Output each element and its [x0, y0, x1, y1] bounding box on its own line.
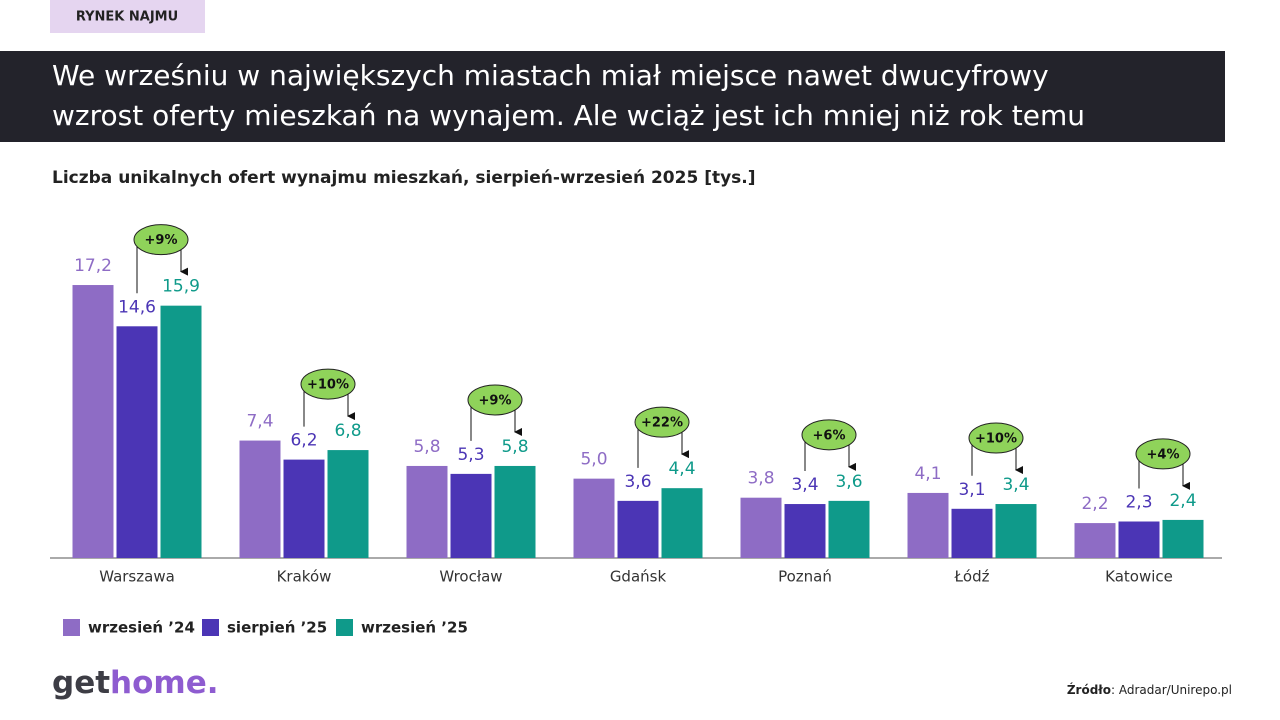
value-label: 3,8 — [747, 469, 774, 489]
tag: RYNEK NAJMU — [76, 10, 178, 25]
change-label: +4% — [1147, 447, 1180, 462]
bar — [239, 440, 281, 558]
change-bubble — [634, 406, 690, 438]
value-label: 5,8 — [501, 437, 528, 457]
bar — [283, 459, 325, 558]
change-bubble — [133, 224, 189, 256]
legend-label: sierpień ’25 — [227, 619, 327, 637]
value-label: 3,6 — [624, 472, 651, 492]
legend-swatch — [336, 619, 353, 636]
value-label: 7,4 — [246, 412, 273, 432]
change-label: +9% — [145, 233, 178, 248]
logo: gethome. — [52, 665, 219, 701]
value-label: 2,4 — [1169, 491, 1196, 511]
legend-label: wrzesień ’25 — [361, 619, 468, 637]
source-text: : Adradar/Unirepo.pl — [1111, 683, 1232, 697]
value-label: 5,3 — [457, 445, 484, 465]
change-label: +9% — [479, 393, 512, 408]
bar — [784, 504, 826, 558]
bar — [72, 285, 114, 558]
value-label: 3,1 — [958, 480, 985, 500]
x-tick-label: Poznań — [778, 568, 832, 586]
x-tick-label: Wrocław — [439, 568, 502, 586]
legend-swatch — [63, 619, 80, 636]
change-label: +10% — [307, 378, 349, 393]
value-label: 14,6 — [118, 297, 156, 317]
change-label: +22% — [641, 416, 683, 431]
x-tick-label: Warszawa — [99, 568, 175, 586]
change-bubble — [801, 419, 857, 451]
bar — [661, 488, 703, 558]
bar — [327, 450, 369, 558]
value-label: 15,9 — [162, 277, 200, 297]
bar — [907, 492, 949, 558]
value-label: 2,3 — [1125, 492, 1152, 512]
subtitle: Liczba unikalnych ofert wynajmu mieszkań… — [52, 168, 756, 188]
legend-swatch — [202, 619, 219, 636]
bar — [450, 473, 492, 558]
bar — [740, 497, 782, 558]
bar — [494, 465, 536, 558]
source: Źródło: Adradar/Unirepo.pl — [1067, 682, 1232, 697]
value-label: 6,2 — [290, 431, 317, 451]
value-label: 3,4 — [791, 475, 818, 495]
logo-part: get — [52, 665, 110, 701]
x-tick-label: Katowice — [1105, 568, 1173, 586]
value-label: 3,6 — [835, 472, 862, 492]
change-label: +6% — [813, 428, 846, 443]
title-line: We wrześniu w największych miastach miał… — [52, 59, 1049, 92]
title-bg — [0, 51, 1225, 142]
value-label: 5,8 — [413, 437, 440, 457]
bar — [1118, 521, 1160, 558]
bar — [951, 508, 993, 558]
bar — [1162, 519, 1204, 558]
bar — [617, 500, 659, 558]
value-label: 17,2 — [74, 256, 112, 276]
bar — [1074, 523, 1116, 558]
change-label: +10% — [975, 432, 1017, 447]
change-bubble — [1135, 438, 1191, 470]
bar — [828, 500, 870, 558]
value-label: 3,4 — [1002, 475, 1029, 495]
logo-part: home. — [110, 665, 218, 701]
x-tick-label: Łódź — [953, 568, 989, 586]
change-bubble — [968, 422, 1024, 454]
bar — [116, 326, 158, 558]
value-label: 2,2 — [1081, 494, 1108, 514]
title-line: wzrost oferty mieszkań na wynajem. Ale w… — [52, 99, 1085, 132]
value-label: 4,1 — [914, 464, 941, 484]
bar — [160, 305, 202, 558]
x-tick-label: Kraków — [277, 568, 332, 586]
value-label: 5,0 — [580, 450, 607, 470]
tag-bg — [50, 0, 205, 33]
legend-label: wrzesień ’24 — [88, 619, 195, 637]
bar — [406, 465, 448, 558]
value-label: 6,8 — [334, 421, 361, 441]
source-label: Źródło — [1067, 682, 1111, 697]
change-bubble — [467, 384, 523, 416]
bar — [995, 504, 1037, 558]
x-tick-label: Gdańsk — [610, 568, 667, 586]
value-label: 4,4 — [668, 459, 695, 479]
change-bubble — [300, 368, 356, 400]
bar — [573, 478, 615, 558]
